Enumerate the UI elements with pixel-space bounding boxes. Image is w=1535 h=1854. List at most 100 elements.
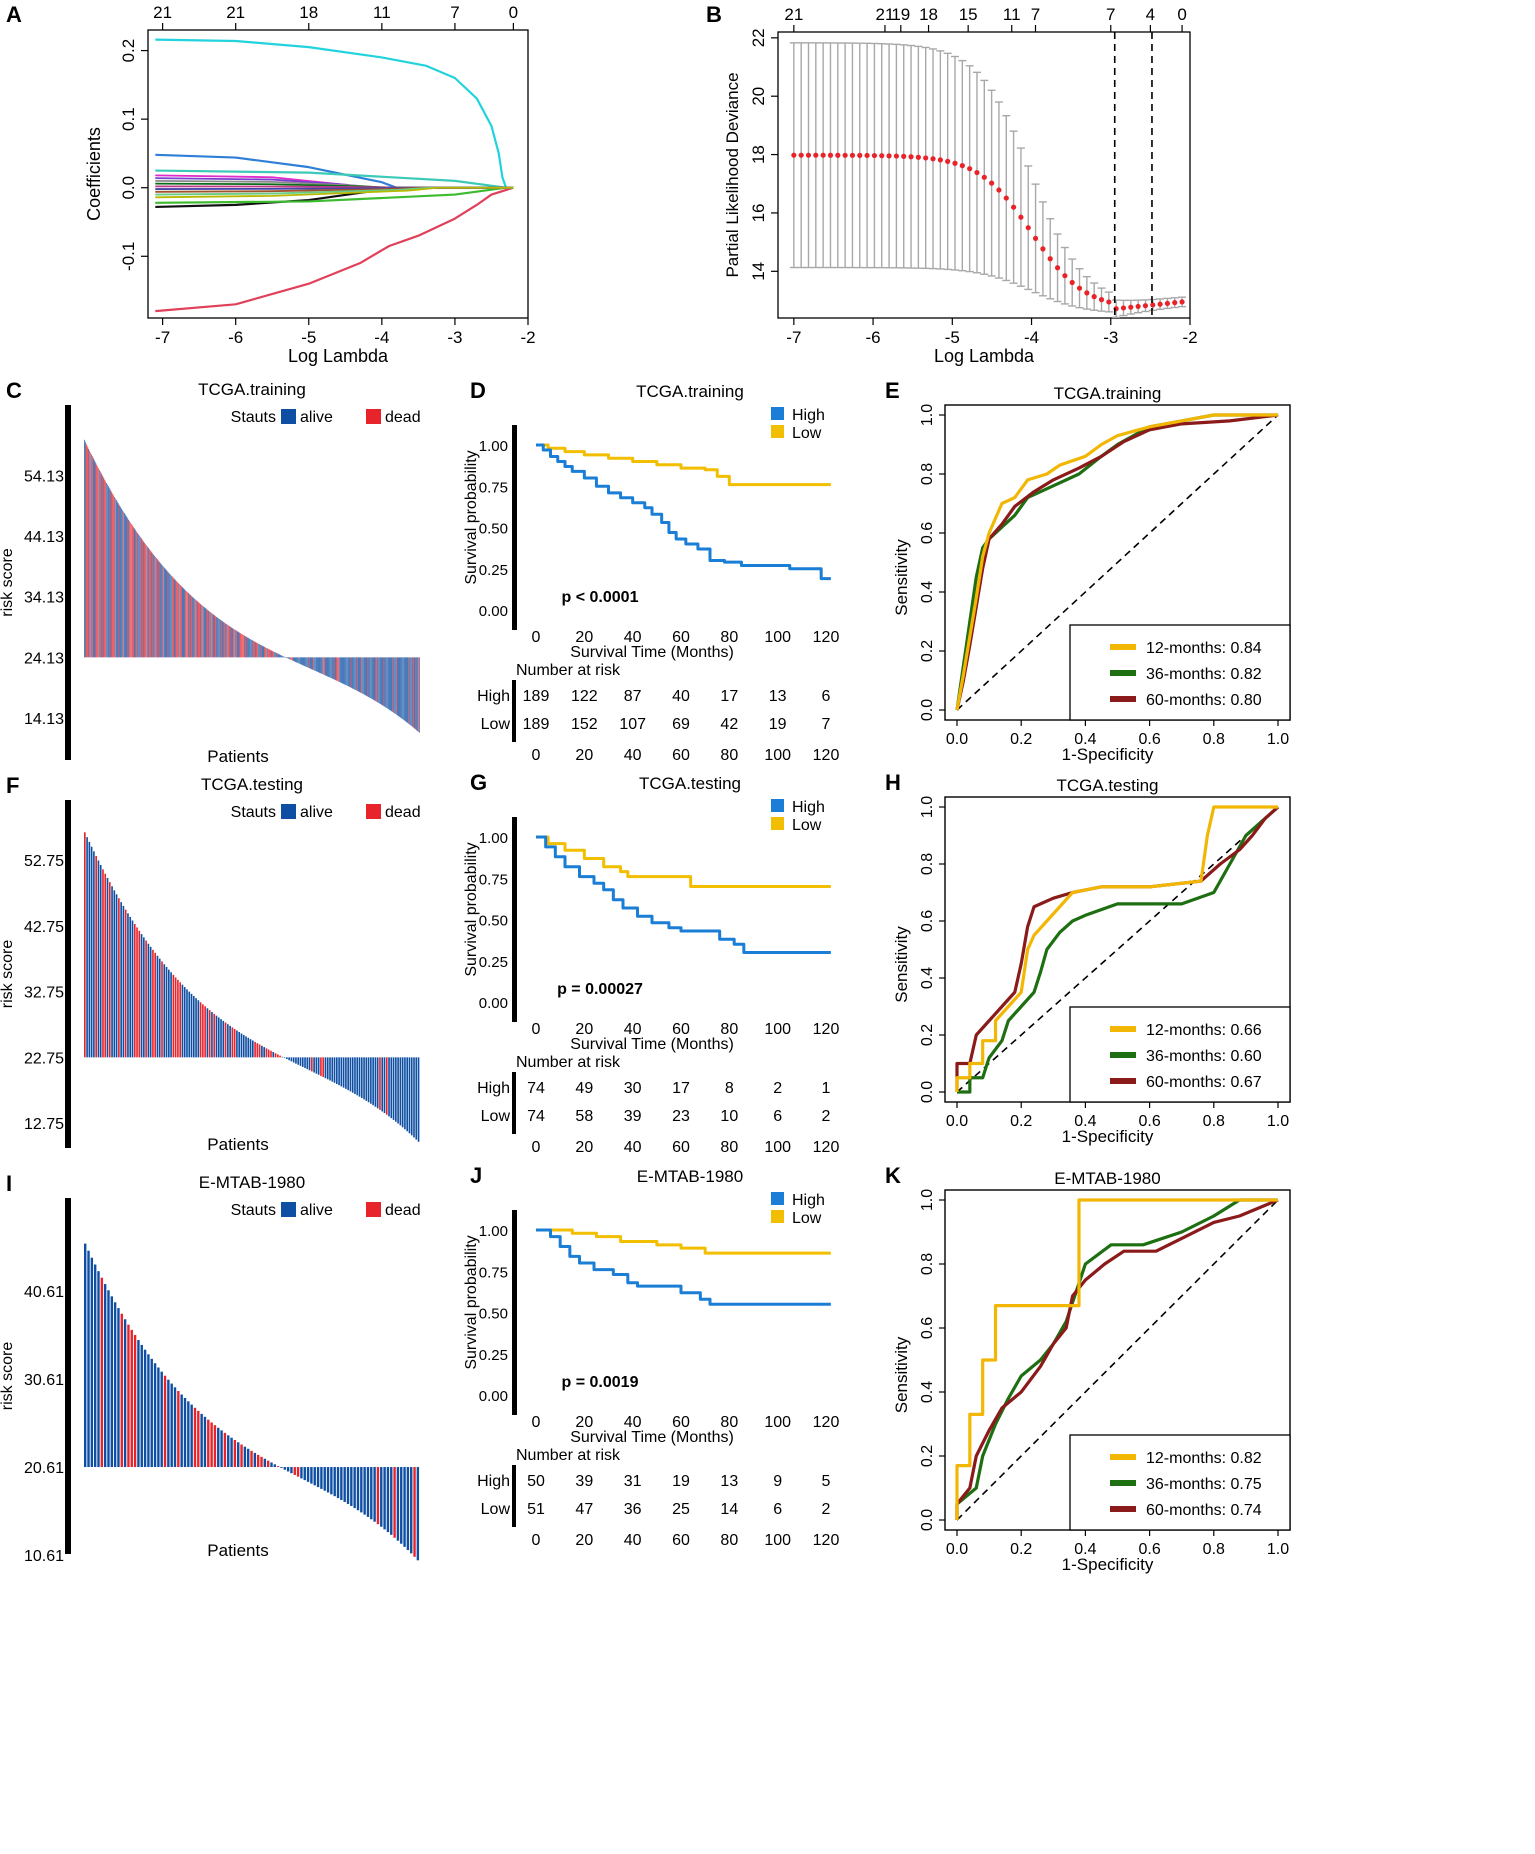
- risk-score-bar: [207, 610, 209, 658]
- risk-score-bar: [118, 898, 120, 1058]
- risk-score-bar: [404, 1057, 406, 1130]
- risk-score-bar: [84, 832, 86, 1058]
- risk-score-bar: [298, 657, 299, 664]
- risk-score-bar: [244, 635, 245, 658]
- risk-score-bar: [364, 657, 366, 696]
- risk-score-bar: [220, 1430, 223, 1468]
- panel-label-j: J: [470, 1163, 482, 1188]
- roc-title-k: E-MTAB-1980: [1054, 1169, 1160, 1188]
- y-tick-label-h: 0.4: [919, 967, 936, 989]
- risk-score-bar: [271, 650, 273, 658]
- deviance-point: [1135, 303, 1141, 310]
- risk-count: 122: [571, 688, 598, 705]
- risk-score-bar: [106, 482, 107, 658]
- risk-count: 19: [769, 716, 787, 733]
- risk-score-bar: [321, 657, 322, 674]
- risk-score-bar: [136, 927, 138, 1058]
- risk-score-bar: [307, 657, 308, 668]
- risk-count: 19: [672, 1473, 690, 1490]
- risk-count: 31: [624, 1473, 642, 1490]
- risk-x-tick-label: 60: [672, 1139, 690, 1156]
- risk-score-bar: [93, 459, 95, 658]
- risk-score-bar: [182, 587, 184, 658]
- risk-score-bar: [92, 456, 93, 658]
- risk-score-bar: [265, 647, 266, 658]
- x-tick-label-d: 120: [813, 629, 840, 646]
- risk-score-bar: [270, 650, 272, 658]
- plot-frame-a: [147, 29, 529, 319]
- risk-score-bar: [202, 1004, 204, 1058]
- risk-score-bar: [96, 464, 98, 658]
- y-tick-label-h: 0.6: [919, 910, 936, 932]
- risk-score-bar: [204, 1006, 206, 1058]
- risk-score-bar: [136, 531, 138, 658]
- risk-score-bar: [144, 542, 146, 658]
- risk-score-bar: [290, 1467, 293, 1474]
- risk-count: 51: [527, 1501, 545, 1518]
- risk-score-bar: [370, 1467, 373, 1520]
- risk-score-bar: [333, 657, 335, 680]
- legend-alive-swatch: [281, 1202, 296, 1217]
- risk-score-bar: [261, 1045, 263, 1058]
- risk-score-bar: [132, 526, 134, 658]
- y-tick-label-f: 52.75: [24, 853, 64, 870]
- risk-score-bar: [253, 1452, 257, 1468]
- risk-score-bar: [415, 657, 417, 730]
- y-axis-label-k: Sensitivity: [892, 1336, 911, 1413]
- risk-score-bar: [217, 1017, 220, 1058]
- risk-score-bar: [257, 643, 258, 658]
- risk-score-bar: [404, 657, 406, 722]
- risk-score-bar: [372, 657, 374, 700]
- risk-score-bar: [140, 934, 143, 1058]
- risk-score-bar: [119, 505, 121, 658]
- risk-score-bar: [276, 653, 278, 658]
- risk-score-bar: [407, 657, 409, 724]
- risk-score-bar: [353, 657, 354, 690]
- x-axis-label-e: 1-Specificity: [1062, 745, 1154, 764]
- risk-count: 13: [769, 688, 787, 705]
- risk-score-bar: [380, 657, 381, 705]
- roc-legend-label: 36-months: 0.75: [1146, 1476, 1262, 1493]
- risk-score-bar: [133, 527, 135, 658]
- risk-score-bar: [319, 657, 321, 673]
- risk-score-bar: [316, 657, 318, 672]
- risk-score-bar: [276, 1054, 279, 1058]
- risk-score-bar: [291, 657, 292, 661]
- risk-score-bar: [346, 657, 347, 686]
- risk-score-bar: [417, 1057, 420, 1142]
- risk-score-bar: [308, 1057, 311, 1071]
- risk-score-bar: [356, 657, 358, 691]
- risk-score-bar: [360, 657, 362, 693]
- x-tick-label-d: 0: [532, 629, 541, 646]
- y-tick-label-f: 22.75: [24, 1050, 64, 1067]
- risk-score-bar: [181, 586, 183, 658]
- deviance-point: [945, 158, 951, 164]
- risk-score-bar: [374, 657, 376, 701]
- risk-score-bar: [157, 1367, 160, 1468]
- risk-score-bar: [247, 1037, 250, 1058]
- risk-score-bar: [95, 855, 97, 1058]
- y-tick-label-k: 0.4: [919, 1381, 936, 1403]
- risk-score-bar: [172, 576, 173, 658]
- y-tick-label-d: 0.25: [479, 562, 508, 579]
- risk-score-bar: [403, 1467, 406, 1547]
- roc-diagonal: [956, 1199, 1279, 1521]
- deviance-point: [1164, 300, 1171, 307]
- risk-score-bar: [88, 448, 90, 658]
- risk-x-tick-label: 60: [672, 1532, 690, 1549]
- risk-score-bar: [156, 557, 157, 658]
- risk-score-bar: [204, 607, 206, 658]
- risk-score-bar: [315, 1057, 318, 1074]
- risk-score-bar: [388, 657, 389, 710]
- risk-score-bar: [205, 608, 207, 658]
- risk-score-bar: [263, 1458, 267, 1468]
- risk-score-bar: [353, 1467, 356, 1509]
- risk-score-bar: [163, 964, 166, 1058]
- risk-score-bar: [286, 1057, 288, 1060]
- risk-score-bar: [184, 589, 186, 658]
- top-tick-label-b: 21: [876, 5, 895, 24]
- legend-low-swatch: [771, 425, 784, 438]
- risk-score-bar: [246, 637, 248, 658]
- risk-score-bar: [349, 1057, 352, 1092]
